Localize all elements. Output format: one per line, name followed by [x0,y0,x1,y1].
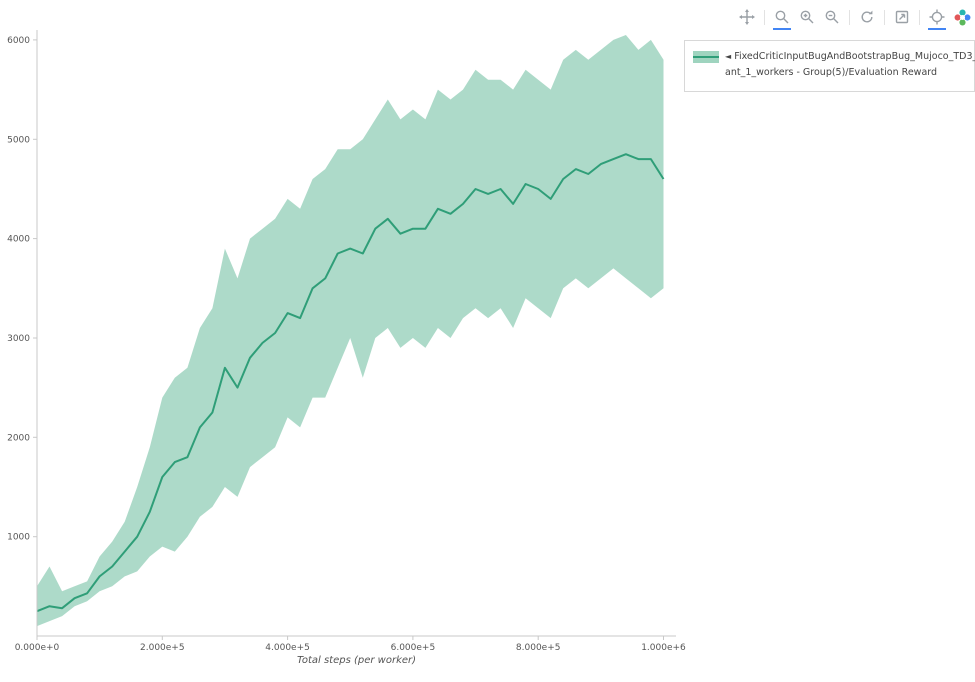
y-tick-label: 5000 [7,135,30,145]
legend-item[interactable]: ◄ FixedCriticInputBugAndBootstrapBug_Muj… [693,49,975,81]
reset-axes-button[interactable] [891,6,913,28]
pan-icon [739,9,755,25]
x-tick-label: 2.000e+5 [140,643,185,652]
legend-label-line1: ◄ FixedCriticInputBugAndBootstrapBug_Muj… [725,49,975,65]
zoom-out-button[interactable] [821,6,843,28]
series-swatch-line [693,56,719,58]
axis-lines [36,30,676,637]
mean-line [36,153,665,613]
legend-label: ◄ FixedCriticInputBugAndBootstrapBug_Muj… [725,49,975,81]
zoom-in-icon [799,9,815,25]
y-tick-label: 2000 [7,433,30,443]
modebar-separator [884,9,885,25]
modebar-separator [849,9,850,25]
autoscale-icon [859,9,875,25]
confidence-band [37,35,664,627]
plot-area[interactable]: 1000 2000 3000 4000 5000 6000 0.000e+0 2.000e+5… [0,0,690,652]
x-tick-label: 4.000e+5 [265,643,310,652]
y-tick-label: 4000 [7,235,30,245]
zoom-icon [774,9,790,25]
y-tick-label: 1000 [7,533,30,543]
x-axis-title: Total steps (per worker) [296,655,417,666]
plotly-logo-button[interactable] [951,6,973,28]
legend-label-line2: ant_1_workers - Group(5)/Evaluation Rewa… [725,67,938,79]
chart: 1000 2000 3000 4000 5000 6000 0.000e+0 2.000e+5… [0,0,690,666]
x-tick-label: 1.000e+6 [641,643,686,652]
reset-axes-icon [894,9,910,25]
triangle-left-marker-icon: ◄ [725,52,732,61]
y-tick-label: 6000 [7,36,30,46]
plotly-logo-icon [954,9,971,26]
x-tick-label: 0.000e+0 [15,643,60,652]
legend: ◄ FixedCriticInputBugAndBootstrapBug_Muj… [684,40,975,92]
x-tick-label: 8.000e+5 [516,643,561,652]
zoom-button[interactable] [771,6,793,30]
zoom-out-icon [824,9,840,25]
modebar [736,6,973,30]
modebar-separator [764,9,765,25]
autoscale-button[interactable] [856,6,878,28]
hover-closest-button[interactable] [926,6,948,30]
pan-button[interactable] [736,6,758,28]
legend-series-name: FixedCriticInputBugAndBootstrapBug_Mujoc… [734,51,975,62]
series-swatch [693,51,719,63]
modebar-separator [919,9,920,25]
zoom-in-button[interactable] [796,6,818,28]
y-tick-label: 3000 [7,334,30,344]
x-tick-label: 6.000e+5 [391,643,436,652]
hover-closest-icon [929,9,945,25]
